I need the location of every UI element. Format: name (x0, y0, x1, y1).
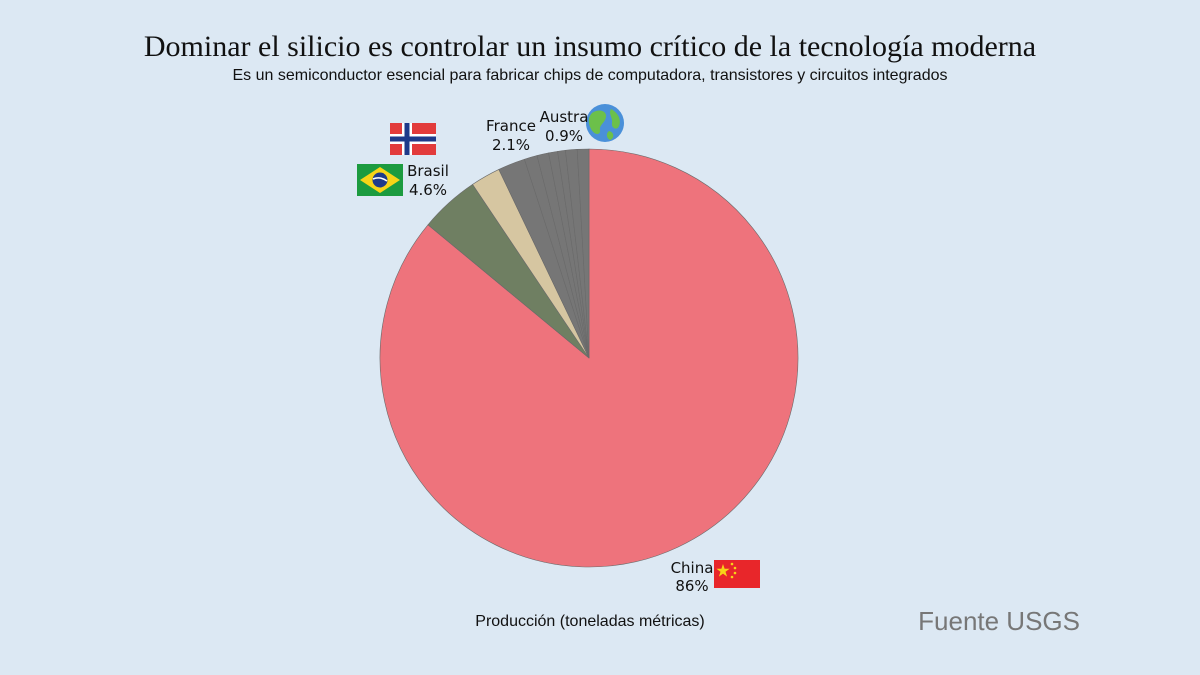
slice-label-france: France (486, 117, 536, 135)
pie-slice-other-9 (576, 148, 590, 359)
pie-slice-china (379, 148, 799, 568)
slice-label-china: China (671, 559, 714, 577)
norway-flag-icon (390, 123, 436, 155)
slice-value-brasil: 4.6% (409, 181, 447, 199)
slice-label-brasil: Brasil (407, 162, 449, 180)
source-note: Fuente USGS (918, 606, 1080, 636)
slice-value-austra: 0.9% (545, 127, 583, 145)
chart-subtitle: Es un semiconductor esencial para fabric… (232, 67, 948, 84)
x-axis-label: Producción (toneladas métricas) (475, 613, 705, 630)
pie-slices (379, 148, 799, 568)
globe-icon (586, 104, 624, 142)
china-flag-icon (714, 560, 760, 588)
slice-value-france: 2.1% (492, 136, 530, 154)
slice-value-china: 86% (675, 577, 708, 595)
slice-label-austra: Austra (540, 108, 589, 126)
chart-title: Dominar el silicio es controlar un insum… (143, 30, 1037, 63)
brazil-flag-icon (357, 164, 403, 196)
